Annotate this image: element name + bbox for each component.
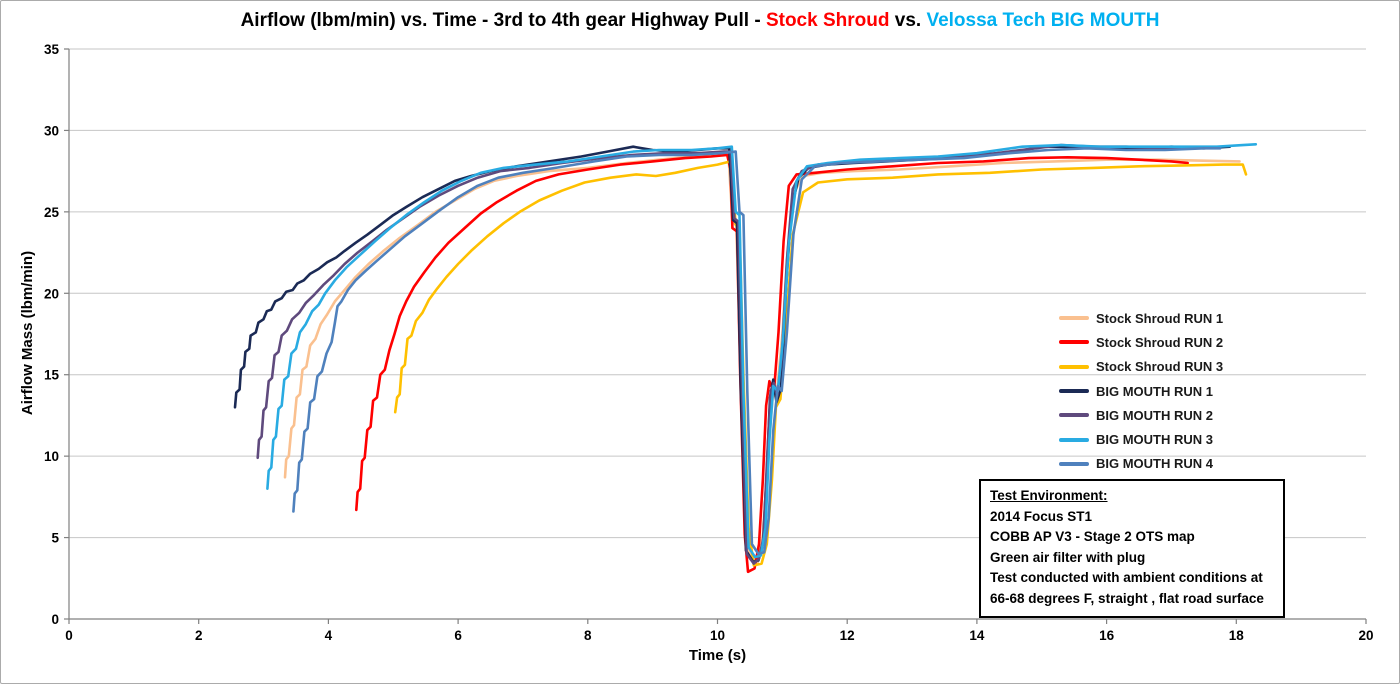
x-tick-label-4: 4 <box>325 628 333 643</box>
test-environment-line-3: Green air filter with plug <box>990 549 1146 565</box>
test-environment-line-2: COBB AP V3 - Stage 2 OTS map <box>990 529 1195 544</box>
legend-item-stock-shroud-run-2: Stock Shroud RUN 2 <box>1059 330 1223 354</box>
chart-title: Airflow (lbm/min) vs. Time - 3rd to 4th … <box>1 10 1399 32</box>
y-tick-label-10: 10 <box>44 449 59 464</box>
y-tick-label-5: 5 <box>51 531 59 546</box>
legend-swatch-stock-shroud-run-3 <box>1059 364 1089 369</box>
legend-swatch-big-mouth-run-4 <box>1059 461 1089 466</box>
x-tick-label-10: 10 <box>710 628 725 643</box>
legend-label-stock-shroud-run-2: Stock Shroud RUN 2 <box>1096 334 1224 350</box>
series-line-big-mouth-run-4 <box>292 147 1222 556</box>
test-environment-line-5: 66-68 degrees F, straight , flat road su… <box>990 590 1264 606</box>
legend-item-stock-shroud-run-1: Stock Shroud RUN 1 <box>1059 306 1223 330</box>
legend-swatch-big-mouth-run-1 <box>1059 389 1089 394</box>
y-tick-label-15: 15 <box>44 368 60 383</box>
x-tick-label-6: 6 <box>454 628 462 643</box>
legend-label-big-mouth-run-4: BIG MOUTH RUN 4 <box>1096 456 1213 472</box>
chart-title-main: Airflow (lbm/min) vs. Time - 3rd to 4th … <box>240 10 766 31</box>
chart-title-big-mouth: Velossa Tech BIG MOUTH <box>926 10 1160 31</box>
legend-item-stock-shroud-run-3: Stock Shroud RUN 3 <box>1059 355 1223 379</box>
y-tick-label-0: 0 <box>51 612 59 627</box>
chart-title-vs: vs. <box>889 10 927 31</box>
y-axis-title: Airflow Mass (lbm/min) <box>19 250 36 416</box>
test-environment-line-1: 2014 Focus ST1 <box>990 508 1093 524</box>
y-tick-label-25: 25 <box>44 205 60 220</box>
x-tick-label-20: 20 <box>1358 628 1373 643</box>
x-tick-label-0: 0 <box>65 628 73 643</box>
y-tick-label-35: 35 <box>44 42 60 57</box>
y-tick-label-20: 20 <box>44 286 59 301</box>
legend-swatch-big-mouth-run-2 <box>1059 413 1089 418</box>
legend-swatch-big-mouth-run-3 <box>1059 437 1089 442</box>
legend: Stock Shroud RUN 1 Stock Shroud RUN 2 Stoc… <box>1059 306 1223 476</box>
x-tick-label-8: 8 <box>584 628 592 643</box>
legend-label-big-mouth-run-3: BIG MOUTH RUN 3 <box>1096 432 1213 448</box>
x-axis-title: Time (s) <box>688 647 747 664</box>
chart-title-stock-shroud: Stock Shroud <box>765 10 890 31</box>
x-tick-label-16: 16 <box>1099 628 1115 643</box>
legend-label-stock-shroud-run-3: Stock Shroud RUN 3 <box>1096 359 1224 375</box>
series-line-stock-shroud-run-2 <box>354 153 1189 574</box>
legend-item-big-mouth-run-3: BIG MOUTH RUN 3 <box>1059 427 1223 451</box>
legend-label-big-mouth-run-1: BIG MOUTH RUN 1 <box>1096 383 1213 399</box>
test-environment-lines: 2014 Focus ST1 COBB AP V3 - Stage 2 OTS m… <box>990 507 1274 610</box>
series-line-big-mouth-run-3 <box>266 143 1258 559</box>
legend-item-big-mouth-run-4: BIG MOUTH RUN 4 <box>1059 452 1223 476</box>
x-tick-label-14: 14 <box>969 628 985 643</box>
legend-item-big-mouth-run-1: BIG MOUTH RUN 1 <box>1059 379 1223 403</box>
test-environment-box: Test Environment: 2014 Focus ST1 COBB AP … <box>979 479 1285 618</box>
x-tick-label-18: 18 <box>1229 628 1245 643</box>
x-tick-label-2: 2 <box>195 628 203 643</box>
legend-swatch-stock-shroud-run-1 <box>1059 316 1089 321</box>
test-environment-title: Test Environment: <box>990 488 1108 503</box>
legend-swatch-stock-shroud-run-2 <box>1059 340 1089 345</box>
test-environment-line-4: Test conducted with ambient conditions a… <box>990 570 1263 585</box>
legend-label-stock-shroud-run-1: Stock Shroud RUN 1 <box>1096 310 1224 326</box>
legend-label-big-mouth-run-2: BIG MOUTH RUN 2 <box>1096 407 1213 423</box>
legend-item-big-mouth-run-2: BIG MOUTH RUN 2 <box>1059 403 1223 427</box>
y-tick-label-30: 30 <box>44 123 59 138</box>
x-tick-label-12: 12 <box>840 628 855 643</box>
series-line-stock-shroud-run-3 <box>393 160 1248 567</box>
